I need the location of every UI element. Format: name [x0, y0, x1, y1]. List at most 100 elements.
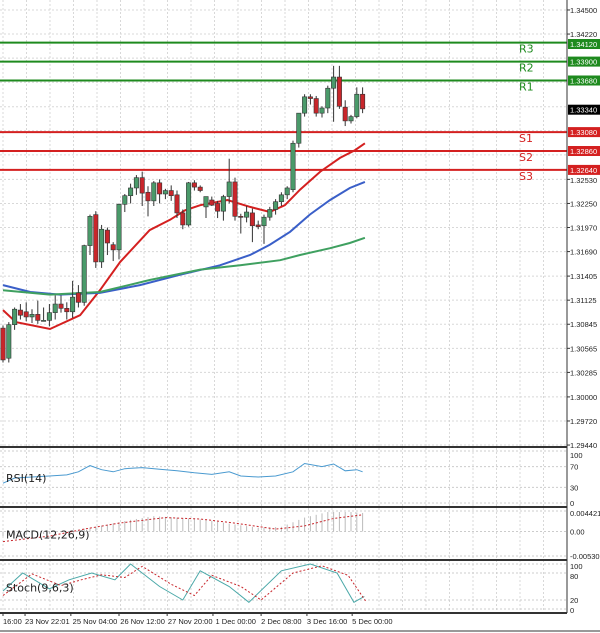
- price-tick-label-group: 1.29440: [570, 441, 597, 450]
- time-label: 23 Nov 22:01: [25, 617, 70, 626]
- candle: [29, 309, 35, 323]
- level-price-label-tag: [568, 39, 600, 49]
- level-price-label-group: 1.33900: [568, 56, 600, 67]
- moving-average-ma-slow: [2, 236, 366, 296]
- candle: [0, 325, 6, 363]
- indicator-tick-label: -0.005305: [570, 552, 600, 561]
- bear-candle-body: [197, 186, 203, 191]
- candle: [23, 302, 29, 322]
- bull-candle-body: [41, 320, 47, 322]
- candle: [93, 211, 99, 268]
- candle: [325, 85, 331, 114]
- candle: [122, 193, 128, 213]
- level-label-s3: S3: [519, 170, 533, 183]
- candle: [157, 179, 163, 204]
- indicator-tick-label-group: 20: [570, 596, 578, 605]
- indicator-tick-label: 20: [570, 596, 578, 605]
- bear-candle-body: [313, 98, 319, 114]
- bull-candle-body: [46, 312, 52, 321]
- level-price-label-group: 1.33680: [568, 75, 600, 86]
- bear-candle-body: [145, 191, 151, 202]
- level-price-label: 1.34120: [570, 40, 597, 49]
- candle: [319, 106, 325, 118]
- indicator-tick-label: 0.004421: [570, 509, 600, 518]
- candle: [116, 203, 122, 260]
- price-tick-label: 1.30845: [570, 320, 597, 329]
- bull-candle-body: [325, 87, 331, 109]
- bull-candle-body: [162, 190, 168, 195]
- candle: [52, 295, 58, 320]
- indicator-label: Stoch(9,6,3): [6, 582, 74, 595]
- indicator-label: RSI(14): [6, 472, 46, 485]
- bear-candle-body: [104, 229, 110, 244]
- bear-candle-body: [64, 308, 70, 313]
- candle: [360, 87, 366, 114]
- candle: [255, 220, 261, 230]
- indicator-panel-0: RSI(14): [0, 450, 567, 508]
- candle: [58, 295, 64, 313]
- candle: [273, 199, 279, 215]
- level-price-label-tag: [568, 75, 600, 86]
- bull-candle-body: [284, 187, 290, 196]
- bear-candle-body: [360, 93, 366, 110]
- time-label: 25 Nov 04:00: [73, 617, 118, 626]
- price-tick-label-group: 1.29720: [570, 417, 597, 426]
- bull-candle-body: [331, 76, 337, 89]
- bull-candle-body: [87, 216, 93, 246]
- candle: [354, 87, 360, 119]
- candle: [226, 158, 232, 204]
- candle: [81, 244, 87, 306]
- level-price-label-group: 1.32860: [568, 146, 600, 156]
- price-tick-label: 1.30285: [570, 368, 597, 377]
- candle: [313, 95, 319, 117]
- candle: [145, 186, 151, 217]
- bear-candle-body: [23, 311, 29, 318]
- candle: [41, 307, 47, 322]
- candle: [64, 302, 70, 320]
- time-label: 16:00: [3, 617, 22, 626]
- candle: [46, 304, 52, 327]
- bear-candle-body: [157, 182, 163, 195]
- candle: [238, 213, 244, 234]
- bull-candle-body: [29, 314, 35, 318]
- indicator-label: MACD(12,26,9): [6, 529, 90, 542]
- candle: [342, 100, 348, 127]
- price-tick-label-group: 1.32250: [570, 199, 597, 208]
- bull-candle-body: [267, 209, 273, 218]
- candle: [17, 304, 23, 320]
- candle: [203, 196, 209, 219]
- bear-candle-body: [35, 314, 41, 321]
- bull-candle-body: [133, 177, 139, 189]
- stoch-signal-line: [2, 565, 366, 602]
- level-label-r1: R1: [519, 80, 534, 93]
- bull-candle-body: [348, 116, 354, 122]
- level-price-label: 1.32640: [570, 166, 597, 175]
- candle: [180, 209, 186, 230]
- indicator-tick-label-group: 30: [570, 483, 578, 492]
- price-tick-label-group: 1.31405: [570, 272, 597, 281]
- bull-candle-body: [290, 142, 296, 190]
- indicator-panel-1: MACD(12,26,9): [0, 510, 567, 561]
- indicator-tick-label-group: 100: [570, 451, 583, 460]
- indicator-tick-label: 30: [570, 483, 578, 492]
- bear-candle-body: [58, 303, 64, 309]
- price-tick-label-group: 1.30285: [570, 368, 597, 377]
- bull-candle-body: [273, 201, 279, 210]
- bear-candle-body: [110, 244, 116, 251]
- candle: [6, 322, 12, 363]
- bear-candle-body: [174, 194, 180, 214]
- candle: [220, 194, 226, 221]
- bull-candle-body: [186, 182, 192, 226]
- price-tick-label-group: 1.30845: [570, 320, 597, 329]
- bear-candle-body: [75, 292, 81, 303]
- candle: [75, 285, 81, 308]
- bear-candle-body: [139, 177, 145, 194]
- candle: [296, 112, 302, 148]
- candle: [244, 206, 250, 223]
- candle: [278, 192, 284, 207]
- current-price-label-tag: [568, 104, 600, 115]
- time-label: 27 Nov 20:00: [168, 617, 213, 626]
- indicator-tick-label-group: 100: [570, 562, 583, 571]
- candle: [261, 214, 267, 244]
